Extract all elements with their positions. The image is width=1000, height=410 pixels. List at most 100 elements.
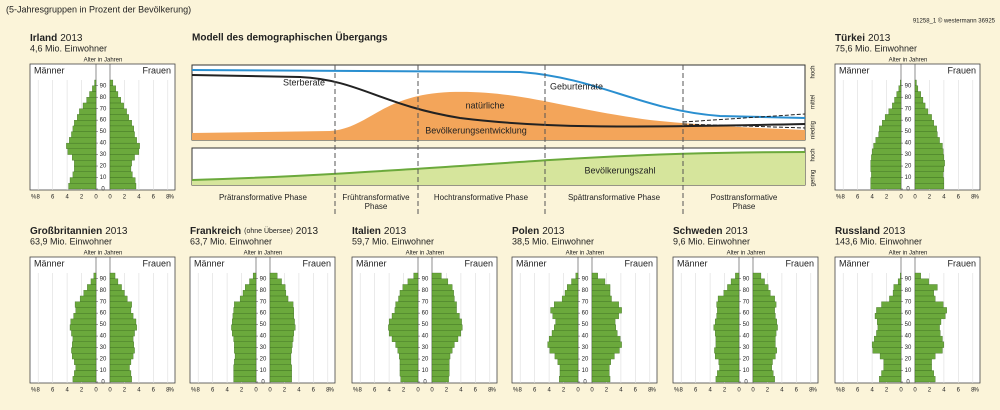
bar [555,318,579,325]
bar [109,108,127,115]
country: Polen [512,226,539,237]
pyramid-title: Türkei 2013 [835,33,891,44]
bar [550,307,579,314]
bar [431,290,454,297]
bar [752,301,777,308]
y-tick-label: 80 [100,95,107,101]
x-unit: % [674,388,680,394]
y-tick-label: 90 [260,276,267,282]
bar [388,330,419,337]
subtitle: 59,7 Mio. Einwohner [352,236,434,246]
bar [269,284,286,291]
bar [874,335,902,342]
bar [245,284,257,291]
x-unit: % [974,388,980,394]
bar [431,330,462,337]
x-tick-label: 8 [166,195,170,201]
y-tick-label: 10 [582,368,589,374]
bar [70,318,97,325]
bar [893,284,902,291]
bar [72,376,97,383]
bar [234,347,257,354]
bar [713,324,740,331]
bar [109,102,124,109]
x-tick-label: 8 [326,388,330,394]
bar [233,376,257,383]
bar [233,364,257,371]
bar [914,370,934,377]
y-tick-label: 20 [100,357,107,363]
y-tick-label: 70 [743,299,750,305]
bar [591,347,620,354]
y-tick-label: 0 [906,187,910,193]
age-axis-label: Alter in Jahren [727,251,766,257]
bar [269,324,296,331]
x-tick-label: 4 [708,388,712,394]
x-tick-label: 0 [737,388,741,394]
bar [875,137,902,144]
bar [269,307,294,314]
pyramid-frame [672,256,819,384]
bar [109,290,125,297]
legend-label: Männer [34,258,65,268]
y-tick-label: 20 [100,164,107,170]
bar [75,364,97,371]
y-tick-label: 10 [100,175,107,181]
bar [591,341,622,348]
bar [549,347,579,354]
x-tick-label: 8 [37,388,41,394]
bar [871,171,902,178]
x-tick-label: 6 [957,195,961,201]
y-tick-label: 60 [905,311,912,317]
bar [269,358,292,365]
bar [407,278,419,285]
x-tick-label: 0 [94,195,98,201]
bar [269,330,294,337]
bar [269,313,294,320]
y-tick-label: 90 [743,276,750,282]
x-tick-label: 0 [268,388,272,394]
bar [232,313,257,320]
population-line [191,151,806,181]
pyramid-title: Irland 2013 [30,33,83,44]
bar [109,131,135,138]
x-tick-label: 8 [519,388,523,394]
bar [388,324,419,331]
bar [914,341,945,348]
bar [564,290,579,297]
bar [561,295,579,302]
y-tick-label: 50 [905,129,912,135]
bar [554,353,579,360]
age-axis-label: Alter in Jahren [889,251,928,257]
year: 2013 [868,33,891,44]
phase-label: Posttransformative [711,193,778,202]
y-tick-label: 20 [582,357,589,363]
bar [752,307,775,314]
bar [109,114,129,121]
pyramid-title: Italien 2013 [352,226,407,237]
y-tick-label: 80 [582,288,589,294]
year: 2013 [60,33,83,44]
legend-label: Frauen [624,258,653,268]
bar [232,318,257,325]
bar [752,313,776,320]
y-tick-label: 50 [743,322,750,328]
x-tick-label: 8 [842,195,846,201]
bar [591,278,606,285]
bar [752,341,776,348]
subtitle: 9,6 Mio. Einwohner [673,236,750,246]
bar [269,376,292,383]
bar [914,307,947,314]
bar [591,313,619,320]
subtitle: 4,6 Mio. Einwohner [30,43,107,53]
country: Russland [835,226,880,237]
pyramid-frame [351,256,498,384]
bar [431,370,450,377]
title-note: (ohne Übersee) [244,227,293,235]
bar [876,307,902,314]
y-tick-label: 70 [905,299,912,305]
x-tick-label: 0 [899,195,903,201]
bar [431,347,453,354]
bar [92,85,97,92]
